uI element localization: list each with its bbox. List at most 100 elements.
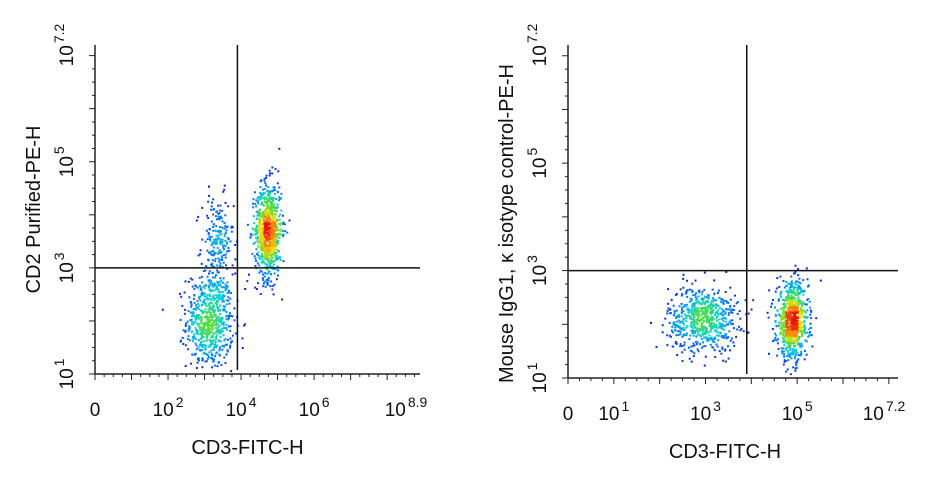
event-dot — [679, 288, 682, 291]
event-dot — [216, 218, 219, 221]
y-tick-label: 107.2 — [524, 23, 551, 66]
event-dot — [681, 345, 684, 348]
event-dot — [702, 341, 705, 344]
event-dot — [675, 292, 678, 295]
event-dot — [782, 322, 785, 325]
event-dot — [717, 339, 720, 342]
event-dot — [793, 331, 796, 334]
event-dot — [258, 234, 261, 237]
event-dot — [785, 289, 788, 292]
event-dot — [715, 343, 718, 346]
event-dot — [691, 318, 694, 321]
event-dot — [265, 219, 268, 222]
event-dot — [795, 286, 797, 289]
event-dot — [785, 332, 788, 334]
event-dot — [806, 331, 809, 334]
event-dot — [789, 291, 792, 293]
event-dot — [263, 209, 266, 212]
event-dot — [201, 366, 204, 369]
event-dot — [793, 307, 796, 310]
event-dot — [795, 366, 798, 369]
event-dot — [682, 286, 685, 289]
event-dot — [805, 353, 808, 356]
event-dot — [801, 345, 803, 348]
event-dot — [258, 264, 261, 267]
event-dot — [787, 291, 790, 294]
event-dot — [794, 311, 797, 314]
event-dot — [226, 350, 229, 353]
event-dot — [225, 299, 228, 302]
event-dot — [810, 309, 812, 312]
event-dot — [709, 308, 712, 311]
event-dot — [206, 324, 209, 327]
event-dot — [210, 208, 213, 211]
event-dot — [712, 303, 715, 306]
event-dot — [794, 282, 796, 285]
event-dot — [226, 237, 229, 239]
event-dot — [274, 244, 277, 247]
event-dot — [788, 349, 791, 351]
event-dot — [283, 223, 286, 226]
event-dot — [261, 194, 264, 197]
event-dot — [263, 198, 266, 201]
event-dot — [804, 332, 807, 335]
event-dot — [266, 244, 269, 247]
event-dot — [270, 259, 272, 262]
event-dot — [687, 346, 690, 349]
event-dot — [227, 299, 230, 302]
event-dot — [216, 271, 219, 274]
event-dot — [692, 342, 695, 345]
event-dot — [778, 286, 781, 288]
event-dot — [766, 311, 769, 314]
event-dot — [263, 215, 266, 218]
event-dot — [797, 292, 800, 294]
event-dot — [786, 302, 789, 305]
event-dot — [267, 252, 270, 255]
event-dot — [724, 348, 727, 351]
event-dot — [788, 333, 791, 336]
event-dot — [208, 272, 210, 275]
event-dot — [280, 228, 283, 231]
event-dot — [252, 228, 255, 231]
event-dot — [707, 319, 710, 322]
event-dot — [276, 249, 279, 252]
event-dot — [699, 319, 701, 322]
event-dot — [793, 297, 796, 300]
event-dot — [257, 238, 260, 241]
y-axis-label: Mouse IgG1, κ isotype control-PE-H — [496, 64, 518, 383]
event-dot — [227, 314, 230, 317]
event-dot — [256, 201, 259, 204]
event-dot — [197, 357, 200, 360]
event-dot — [266, 200, 269, 203]
event-dot — [689, 297, 692, 300]
event-dot — [783, 353, 786, 356]
event-dot — [215, 274, 217, 277]
event-dot — [272, 263, 275, 266]
event-dot — [703, 307, 706, 310]
event-dot — [267, 270, 270, 273]
event-dot — [803, 358, 806, 361]
event-dot — [650, 321, 652, 324]
event-dot — [208, 316, 211, 319]
event-dot — [708, 325, 711, 328]
event-dot — [274, 248, 277, 251]
event-dot — [702, 320, 705, 323]
event-dot — [270, 249, 273, 252]
event-dot — [219, 258, 222, 261]
event-dot — [696, 333, 699, 336]
event-dot — [731, 308, 734, 311]
event-dot — [271, 243, 274, 246]
event-dot — [691, 290, 694, 293]
event-dot — [282, 260, 285, 263]
event-dot — [204, 298, 206, 301]
event-dot — [214, 260, 217, 263]
event-dot — [794, 303, 797, 306]
event-dot — [792, 304, 795, 307]
event-dot — [271, 235, 274, 237]
event-dot — [274, 246, 277, 249]
event-dot — [194, 342, 197, 345]
event-dot — [225, 353, 228, 356]
event-dot — [752, 299, 755, 302]
event-dot — [696, 331, 699, 334]
event-dot — [702, 326, 705, 329]
